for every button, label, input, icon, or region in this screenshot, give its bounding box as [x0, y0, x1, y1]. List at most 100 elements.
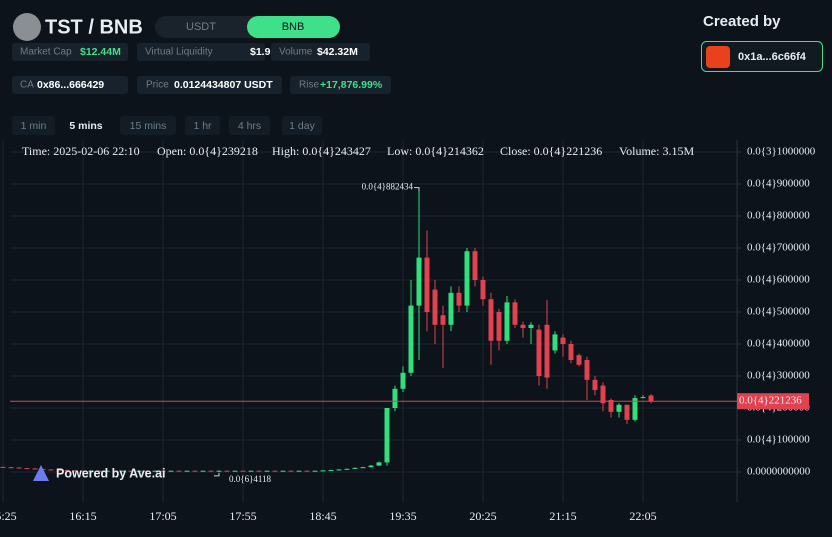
candle-body — [464, 251, 470, 306]
stat-chip — [290, 76, 391, 94]
x-tick-label: 19:35 — [389, 509, 416, 523]
candle-body — [632, 398, 638, 420]
powered-by: Powered by Ave.ai — [56, 466, 166, 480]
interval-button[interactable] — [12, 116, 55, 135]
y-tick-label: 0.0000000000 — [747, 466, 811, 478]
quote-toggle[interactable]: USDT BNB — [155, 16, 340, 38]
candle-body — [168, 470, 174, 472]
candle-body — [520, 324, 526, 328]
stat-value: 0x86...666429 — [37, 79, 104, 91]
candle-body — [640, 397, 646, 399]
interval-label[interactable]: 1 min — [21, 120, 47, 132]
y-tick-label: 0.0{4}700000 — [747, 242, 810, 254]
annotation-pointer — [214, 472, 220, 477]
candle-body — [192, 470, 198, 472]
interval-label[interactable]: 4 hrs — [238, 120, 261, 132]
candle-body — [528, 324, 534, 328]
candle-body — [416, 257, 422, 306]
ohlc-legend: Time: 2025-02-06 22:10 — [22, 144, 140, 158]
candle-body — [472, 251, 478, 280]
interval-button[interactable] — [282, 116, 322, 135]
candle-body — [272, 470, 278, 472]
creator-frame — [701, 41, 823, 72]
toggle-active — [247, 16, 340, 38]
candle-body — [288, 470, 294, 472]
candle-body — [216, 470, 222, 472]
candle-body — [480, 280, 486, 300]
creator-button[interactable]: 0x1a...6c66f4 — [701, 41, 823, 72]
stat-value: $42.32M — [317, 46, 358, 58]
stat-label: Virtual Liquidity — [145, 47, 213, 58]
candle-body — [376, 462, 382, 466]
creator-address[interactable]: 0x1a...6c66f4 — [738, 51, 807, 63]
creator-icon — [706, 46, 730, 68]
candle-body — [336, 469, 342, 471]
y-tick-label: 0.0{4}600000 — [747, 274, 810, 286]
candle-body — [424, 257, 430, 312]
y-tick-label: 0.0{4}900000 — [747, 178, 810, 190]
stat-chip — [12, 76, 128, 94]
toggle-option[interactable]: USDT — [186, 21, 216, 33]
created-by: Created by — [703, 13, 781, 30]
candle-body — [504, 302, 510, 341]
annotation-pointer — [414, 187, 420, 191]
candle-body — [80, 470, 86, 472]
candle-body — [368, 465, 374, 468]
candle-body — [120, 470, 126, 472]
y-tick-label: 0.0{4}800000 — [747, 210, 810, 222]
x-tick-label: 17:05 — [149, 509, 176, 523]
candle-body — [408, 305, 414, 373]
interval-button[interactable] — [62, 116, 110, 135]
interval-button[interactable] — [120, 116, 176, 135]
stat-chip — [137, 76, 282, 94]
annotation: 0.0{6}4118 — [229, 474, 272, 484]
x-tick-label: 16:15 — [69, 509, 96, 523]
candle-body — [64, 470, 70, 472]
interval-button[interactable] — [185, 116, 220, 135]
y-tick-label: 0.0{4}500000 — [747, 306, 810, 318]
interval-label[interactable]: 1 day — [289, 120, 315, 132]
interval-label[interactable]: 5 mins — [69, 120, 102, 132]
candle-body — [568, 344, 574, 360]
candle-body — [296, 470, 302, 472]
candle-body — [648, 395, 654, 402]
x-tick-label: 17:55 — [229, 509, 256, 523]
interval-label[interactable]: 15 mins — [130, 120, 167, 132]
candle-body — [304, 470, 310, 472]
ohlc-legend: High: 0.0{4}243427 — [272, 144, 371, 158]
y-tick-label: 0.0{3}1000000 — [747, 146, 816, 158]
candle-body — [8, 467, 14, 469]
candle-body — [456, 292, 462, 306]
ohlc-legend: Volume: 3.15M — [619, 144, 694, 158]
interval-button[interactable] — [229, 116, 270, 135]
candle-body — [512, 302, 518, 325]
candle-body — [544, 324, 550, 378]
candle-body — [232, 470, 238, 472]
candle-body — [496, 312, 502, 341]
ave-logo — [33, 465, 49, 481]
candle-body — [96, 470, 102, 472]
candle-body — [144, 470, 150, 472]
candle-body — [136, 470, 142, 472]
candle-body — [16, 467, 22, 469]
candle-body — [48, 469, 54, 471]
candle-body — [240, 470, 246, 472]
candle-body — [624, 404, 630, 420]
candle-body — [224, 470, 230, 472]
stat-label: Rise — [299, 80, 319, 91]
candle-body — [72, 470, 78, 472]
candle-body — [264, 470, 270, 472]
interval-label[interactable]: 1 hr — [193, 120, 212, 132]
candle-body — [280, 470, 286, 472]
candle-body — [440, 315, 446, 325]
candle-body — [352, 467, 358, 469]
candle-body — [592, 379, 598, 391]
candle-body — [112, 470, 118, 472]
candle-body — [0, 466, 6, 468]
stat-value: 0.0124434807 USDT — [174, 79, 273, 91]
candle-body — [200, 470, 206, 472]
toggle-option[interactable]: BNB — [282, 21, 305, 33]
stat-label: Market Cap — [20, 47, 72, 58]
candle-body — [208, 470, 214, 472]
